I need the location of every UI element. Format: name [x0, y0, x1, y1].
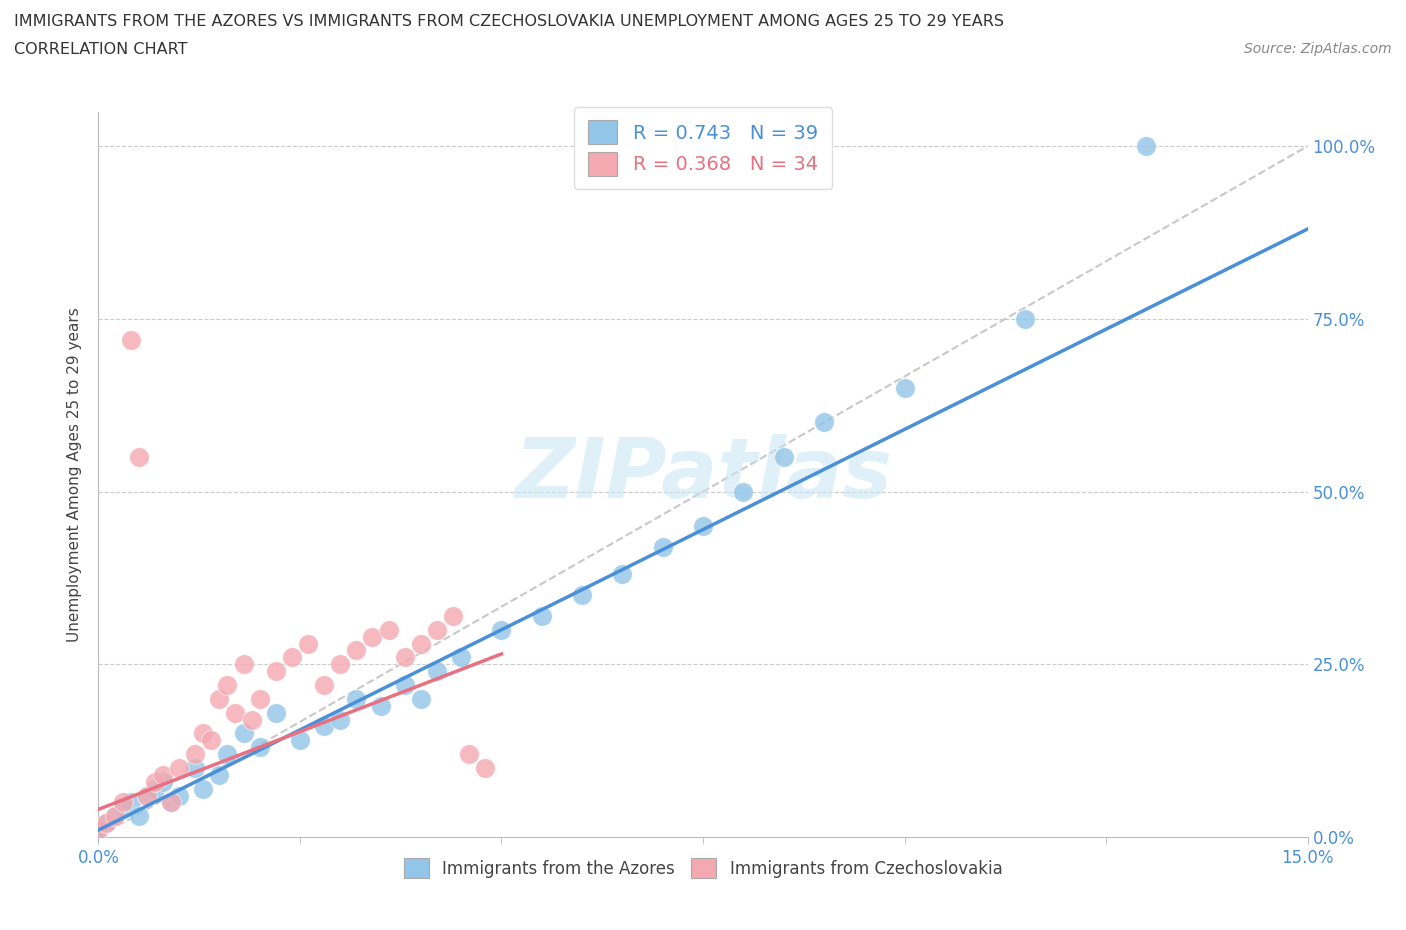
Point [160, 795, 183, 810]
Point [426, 664, 449, 679]
Point [314, 678, 336, 693]
Point [103, 809, 125, 824]
Point [281, 650, 304, 665]
Point [361, 630, 384, 644]
Point [128, 809, 150, 824]
Point [394, 650, 416, 665]
Point [208, 691, 231, 706]
Point [394, 678, 416, 693]
Point [288, 733, 311, 748]
Point [733, 485, 755, 499]
Point [143, 775, 166, 790]
Text: CORRELATION CHART: CORRELATION CHART [14, 42, 187, 57]
Point [813, 415, 835, 430]
Text: IMMIGRANTS FROM THE AZORES VS IMMIGRANTS FROM CZECHOSLOVAKIA UNEMPLOYMENT AMONG : IMMIGRANTS FROM THE AZORES VS IMMIGRANTS… [14, 14, 1004, 29]
Point [297, 636, 319, 651]
Point [530, 608, 553, 623]
Point [135, 788, 157, 803]
Point [135, 788, 157, 803]
Point [409, 691, 432, 706]
Point [344, 691, 367, 706]
Point [893, 380, 915, 395]
Point [111, 795, 134, 810]
Point [1014, 312, 1036, 326]
Point [249, 691, 271, 706]
Point [193, 781, 215, 796]
Point [224, 705, 246, 720]
Point [612, 567, 634, 582]
Point [692, 519, 714, 534]
Point [208, 767, 231, 782]
Text: Source: ZipAtlas.com: Source: ZipAtlas.com [1244, 42, 1392, 56]
Point [232, 657, 254, 671]
Point [167, 761, 190, 776]
Point [314, 719, 336, 734]
Point [120, 332, 142, 347]
Point [329, 657, 352, 671]
Text: ZIPatlas: ZIPatlas [515, 433, 891, 515]
Point [184, 761, 207, 776]
Point [426, 622, 449, 637]
Point [143, 781, 166, 796]
Point [450, 650, 472, 665]
Point [152, 775, 174, 790]
Point [458, 747, 481, 762]
Point [87, 823, 110, 838]
Point [249, 739, 271, 754]
Point [651, 539, 673, 554]
Point [217, 678, 239, 693]
Point [217, 747, 239, 762]
Point [96, 816, 118, 830]
Point [491, 622, 513, 637]
Point [152, 767, 174, 782]
Point [1135, 139, 1157, 153]
Point [329, 712, 352, 727]
Point [240, 712, 263, 727]
Point [103, 809, 125, 824]
Point [409, 636, 432, 651]
Point [193, 726, 215, 741]
Point [160, 795, 183, 810]
Point [128, 449, 150, 464]
Point [200, 733, 222, 748]
Y-axis label: Unemployment Among Ages 25 to 29 years: Unemployment Among Ages 25 to 29 years [67, 307, 83, 642]
Point [264, 705, 287, 720]
Point [772, 449, 794, 464]
Point [571, 588, 593, 603]
Point [167, 788, 190, 803]
Point [87, 823, 110, 838]
Point [184, 747, 207, 762]
Point [377, 622, 399, 637]
Point [232, 726, 254, 741]
Point [264, 664, 287, 679]
Legend: Immigrants from the Azores, Immigrants from Czechoslovakia: Immigrants from the Azores, Immigrants f… [395, 850, 1011, 886]
Point [344, 643, 367, 658]
Point [370, 698, 392, 713]
Point [441, 608, 464, 623]
Point [96, 816, 118, 830]
Point [111, 802, 134, 817]
Point [474, 761, 496, 776]
Point [120, 795, 142, 810]
